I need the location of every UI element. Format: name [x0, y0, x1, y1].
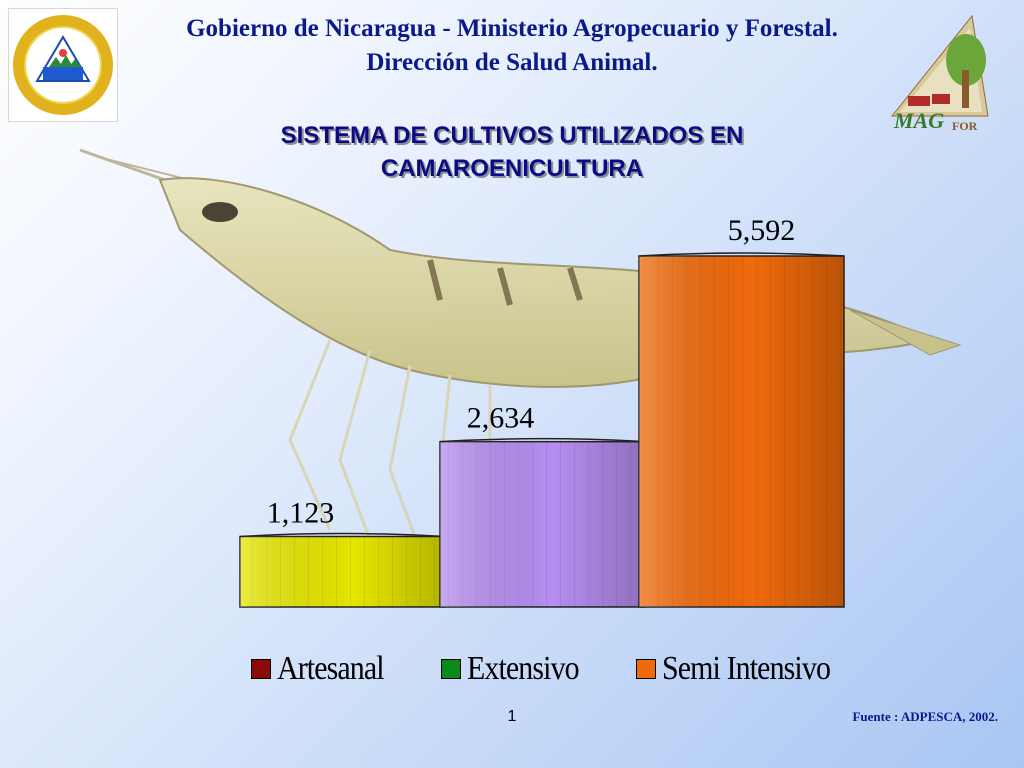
bar-shade-extensivo: [440, 441, 645, 607]
bar-cap-semi-intensivo: [638, 252, 845, 257]
mag-for-logo: MAG FOR: [880, 8, 1000, 133]
legend-item-extensivo: Extensivo: [441, 650, 594, 688]
bar-shade-semi-intensivo: [639, 256, 844, 607]
bar-shade-artesanal: [240, 536, 445, 607]
bar-semi-intensivo: 5,592: [638, 214, 845, 608]
legend-label-semi-intensivo: Semi Intensivo: [662, 650, 831, 687]
legend-label-artesanal: Artesanal: [277, 650, 385, 687]
data-label-extensivo: 2,634: [467, 402, 535, 435]
data-label-artesanal: 1,123: [267, 497, 335, 530]
bar-extensivo: 2,634: [439, 402, 646, 608]
bar-artesanal: 1,123: [239, 497, 446, 608]
page-number: 1: [507, 708, 517, 725]
mag-logo-text: MAG: [893, 108, 944, 133]
chart-legend: Artesanal Extensivo Semi Intensivo: [0, 650, 1024, 694]
legend-swatch-semi-intensivo: [636, 659, 656, 679]
bar-cap-extensivo: [439, 437, 646, 443]
chart-title-text: SISTEMA DE CULTIVOS UTILIZADOS EN CAMARO…: [280, 122, 744, 182]
source-note: Fuente : ADPESCA, 2002.: [852, 709, 998, 724]
for-logo-text: FOR: [952, 119, 978, 133]
nicaragua-seal-logo: [8, 8, 118, 122]
legend-swatch-artesanal: [251, 659, 271, 679]
legend-item-artesanal: Artesanal: [251, 650, 398, 688]
data-label-semi-intensivo: 5,592: [728, 214, 796, 247]
header-ministry: Gobierno de Nicaragua - Ministerio Agrop…: [186, 15, 838, 42]
bar-cap-artesanal: [239, 532, 446, 538]
chart-title: SISTEMA DE CULTIVOS UTILIZADOS EN CAMARO…: [150, 119, 874, 185]
legend-item-semi-intensivo: Semi Intensivo: [636, 650, 853, 688]
header-direction: Dirección de Salud Animal.: [366, 49, 658, 76]
legend-swatch-extensivo: [441, 659, 461, 679]
legend-label-extensivo: Extensivo: [467, 650, 580, 687]
